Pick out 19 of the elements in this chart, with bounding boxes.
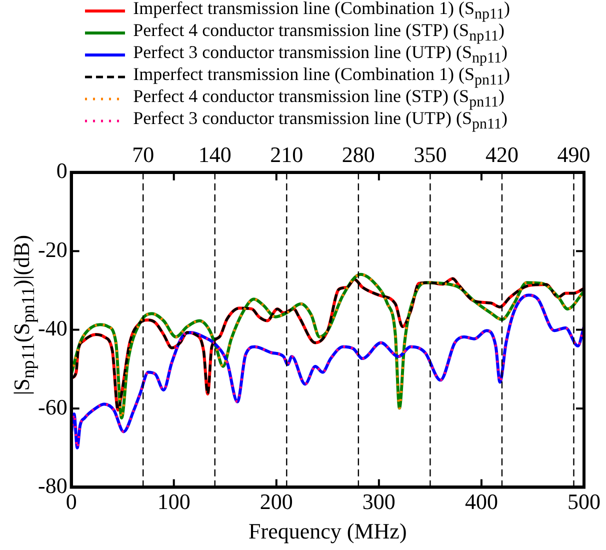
x-tick-label: 300 — [362, 489, 396, 514]
y-tick-label: -60 — [38, 394, 68, 420]
x2-tick-label: 350 — [414, 142, 447, 167]
x2-tick-label: 280 — [342, 142, 375, 167]
x2-tick-label: 490 — [557, 142, 590, 167]
x2-tick-label: 420 — [485, 142, 518, 167]
x2-tick-label: 70 — [132, 142, 154, 167]
x-tick-label: 200 — [260, 489, 293, 514]
y-tick-label: 0 — [56, 158, 68, 184]
x2-tick-label: 210 — [270, 142, 304, 167]
legend-label: Imperfect transmission line (Combination 1) (S$_{np11}$) — [133, 0, 510, 22]
x-tick-label: 100 — [157, 489, 190, 514]
x-tick-label: 500 — [568, 489, 600, 514]
y-tick-label: -40 — [38, 316, 68, 341]
y-tick-label: -20 — [38, 236, 68, 262]
x-axis-title: Frequency (MHz) — [248, 518, 407, 544]
x-tick-label: 400 — [464, 489, 498, 514]
x2-tick-label: 140 — [198, 142, 232, 167]
y-tick-label: -80 — [38, 472, 68, 498]
